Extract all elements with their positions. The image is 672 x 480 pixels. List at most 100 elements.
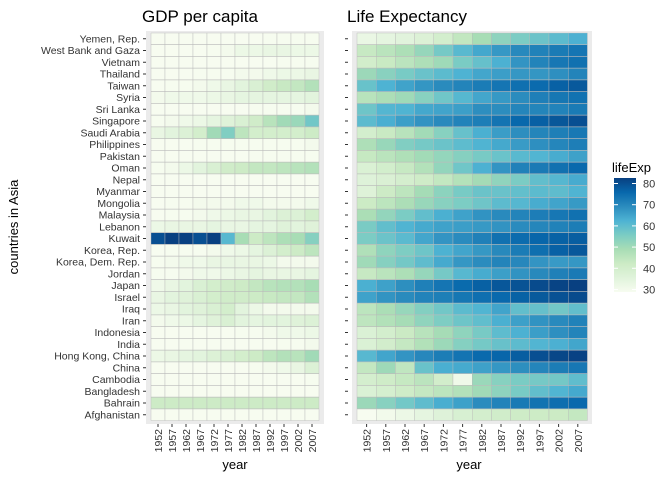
heatmap-cell (395, 338, 415, 351)
heatmap-cell (150, 326, 166, 339)
heatmap-cell (262, 397, 278, 409)
heatmap-cell (510, 385, 531, 398)
heatmap-cell (491, 267, 511, 280)
heatmap-cell (433, 385, 454, 398)
heatmap-cell (248, 397, 264, 409)
x-tick-label: 1982 (477, 429, 489, 453)
heatmap-cell (164, 303, 180, 315)
heatmap-cell (276, 373, 292, 386)
heatmap-cell (414, 350, 435, 362)
heatmap-cell (395, 103, 415, 116)
heatmap-cell (510, 79, 531, 92)
heatmap-cell (304, 338, 320, 351)
heatmap-cell (234, 56, 250, 69)
heatmap-cell (304, 138, 320, 151)
heatmap-cell (433, 373, 454, 386)
heatmap-cell (452, 197, 473, 210)
heatmap-cell (164, 256, 180, 268)
heatmap-cell (510, 397, 531, 409)
heatmap-cell (262, 197, 278, 210)
heatmap-cell (290, 244, 306, 257)
heatmap-cell (548, 150, 569, 163)
heatmap-cell (290, 350, 306, 362)
heatmap-cell (192, 303, 208, 315)
heatmap-cell (376, 126, 396, 139)
heatmap-cell (150, 44, 166, 57)
heatmap-cell (150, 138, 166, 151)
x-tick-label: 1982 (237, 429, 249, 453)
heatmap-cell (178, 232, 194, 245)
heatmap-cell (178, 162, 194, 174)
heatmap-cell (234, 397, 250, 409)
heatmap-cell (276, 126, 292, 139)
heatmap-cell (192, 373, 208, 386)
heatmap-cell (234, 32, 250, 45)
x-tick-label: 1977 (458, 429, 470, 453)
heatmap-cell (491, 126, 511, 139)
heatmap-cell (206, 385, 222, 398)
heatmap-cell (276, 173, 292, 186)
heatmap-cell (433, 256, 454, 268)
heatmap-cell (491, 185, 511, 198)
heatmap-cell (452, 326, 473, 339)
heatmap-cell (248, 209, 264, 221)
heatmap-cell (276, 162, 292, 174)
heatmap-cell (220, 44, 236, 57)
heatmap-cell (395, 209, 415, 221)
heatmap-cell (248, 115, 264, 127)
heatmap-cell (414, 373, 435, 386)
heatmap-cell (290, 338, 306, 351)
heatmap-cell (290, 79, 306, 92)
heatmap-cell (220, 361, 236, 374)
heatmap-cell (548, 373, 569, 386)
heatmap-cell (414, 338, 435, 351)
heatmap-cell (510, 291, 531, 304)
heatmap-cell (433, 32, 454, 45)
heatmap-cell (248, 185, 264, 198)
heatmap-cell (220, 91, 236, 104)
heatmap-cell (192, 314, 208, 327)
heatmap-cell (304, 32, 320, 45)
heatmap-cell (472, 256, 492, 268)
heatmap-cell (433, 397, 454, 409)
heatmap-cell (164, 244, 180, 257)
heatmap-cell (510, 91, 531, 104)
heatmap-cell (164, 338, 180, 351)
heatmap-cell (356, 326, 377, 339)
heatmap-cell (414, 162, 435, 174)
heatmap-cell (452, 267, 473, 280)
heatmap-cell (164, 397, 180, 409)
heatmap-cell (304, 256, 320, 268)
lifeexp-cells (356, 32, 588, 421)
heatmap-cell (304, 162, 320, 174)
heatmap-cell (220, 79, 236, 92)
heatmap-cell (192, 361, 208, 374)
heatmap-cell (150, 209, 166, 221)
heatmap-cell (192, 185, 208, 198)
heatmap-cell (376, 361, 396, 374)
heatmap-cell (248, 267, 264, 280)
heatmap-cell (248, 338, 264, 351)
heatmap-cell (529, 79, 550, 92)
heatmap-cell (220, 397, 236, 409)
heatmap-cell (262, 267, 278, 280)
heatmap-cell (262, 79, 278, 92)
heatmap-cell (356, 173, 377, 186)
heatmap-cell (192, 279, 208, 292)
heatmap-cell (206, 244, 222, 257)
heatmap-cell (414, 197, 435, 210)
heatmap-cell (206, 220, 222, 233)
heatmap-cell (276, 232, 292, 245)
y-tick-label: Thailand (100, 69, 140, 81)
heatmap-cell (472, 279, 492, 292)
heatmap-cell (234, 220, 250, 233)
heatmap-cell (304, 220, 320, 233)
heatmap-cell (206, 232, 222, 245)
heatmap-cell (491, 79, 511, 92)
heatmap-cell (510, 408, 531, 421)
heatmap-cell (395, 256, 415, 268)
heatmap-cell (276, 303, 292, 315)
heatmap-cell (376, 162, 396, 174)
heatmap-cell (234, 185, 250, 198)
heatmap-cell (304, 209, 320, 221)
